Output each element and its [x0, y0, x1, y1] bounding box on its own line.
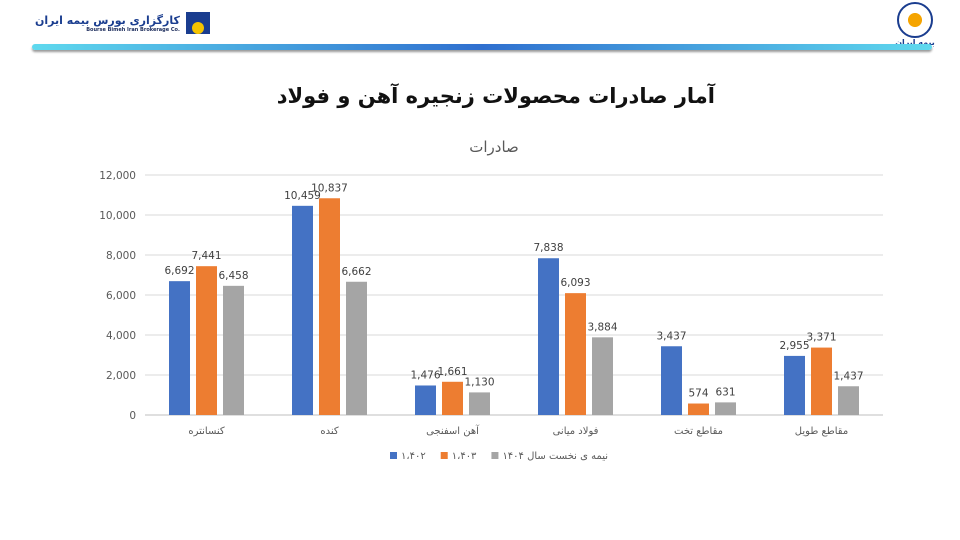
data-label: 6,692	[164, 265, 194, 277]
data-label: 7,441	[191, 250, 221, 262]
data-label: 3,371	[806, 332, 836, 344]
y-tick-label: 0	[129, 410, 136, 422]
chart-title: صادرات	[469, 138, 519, 156]
bar	[838, 386, 859, 415]
brokerage-logo: کارگزاری بورس بیمه ایران Bourse Bimeh Ira…	[35, 12, 210, 34]
data-label: 6,458	[218, 270, 248, 282]
y-tick-label: 4,000	[106, 330, 136, 342]
legend-swatch	[440, 452, 448, 459]
y-tick-label: 6,000	[106, 290, 136, 302]
data-label: 2,955	[779, 340, 809, 352]
bar	[223, 285, 244, 415]
bar	[469, 392, 490, 415]
header-divider	[32, 44, 932, 50]
legend-swatch	[390, 452, 397, 459]
data-label: 6,093	[560, 277, 590, 289]
legend-swatch	[491, 452, 499, 459]
x-tick-label: کنده	[320, 426, 339, 437]
bar	[319, 198, 340, 415]
bar	[688, 403, 709, 415]
x-tick-label: مقاطع طویل	[795, 426, 848, 437]
bimeh-iran-logo: بیمه ایران	[893, 2, 937, 47]
data-label: 3,884	[587, 321, 617, 333]
data-label: 3,437	[656, 330, 686, 342]
data-label: 574	[688, 388, 708, 400]
data-label: 7,838	[533, 242, 563, 254]
data-label: 1,437	[833, 370, 863, 382]
bar	[784, 355, 805, 415]
data-label: 1,661	[437, 366, 467, 378]
bar	[292, 205, 313, 415]
bar	[196, 266, 217, 415]
bar	[538, 258, 559, 415]
bar	[592, 337, 613, 415]
x-tick-label: کنسانتره	[188, 426, 225, 437]
data-label: 631	[715, 386, 735, 398]
x-tick-label: مقاطع تخت	[674, 426, 723, 437]
page-title: آمار صادرات محصولات زنجیره آهن و فولاد	[276, 84, 715, 108]
seal-icon	[897, 2, 933, 38]
legend-label: نیمه ی نخست سال ۱۴۰۴	[502, 451, 608, 462]
sun-logo-icon	[185, 12, 210, 34]
legend-label: ۱،۴۰۲	[401, 451, 426, 462]
y-tick-label: 12,000	[99, 170, 136, 182]
data-label: 6,662	[341, 266, 371, 278]
y-tick-label: 2,000	[106, 370, 136, 382]
data-label: 10,459	[284, 190, 321, 202]
y-tick-label: 10,000	[99, 210, 136, 222]
y-tick-label: 8,000	[106, 250, 136, 262]
bar	[415, 385, 436, 415]
data-label: 1,130	[464, 376, 494, 388]
bar	[169, 281, 190, 415]
bar	[661, 346, 682, 415]
bar	[715, 402, 736, 415]
bar	[442, 381, 463, 415]
data-label: 1,476	[410, 369, 440, 381]
bar	[565, 293, 586, 415]
x-tick-label: فولاد میانی	[553, 426, 599, 437]
x-tick-label: آهن اسفنجی	[426, 424, 480, 437]
legend-label: ۱،۴۰۳	[452, 451, 477, 462]
bar	[346, 281, 367, 415]
bar	[811, 347, 832, 415]
data-label: 10,837	[311, 182, 348, 194]
